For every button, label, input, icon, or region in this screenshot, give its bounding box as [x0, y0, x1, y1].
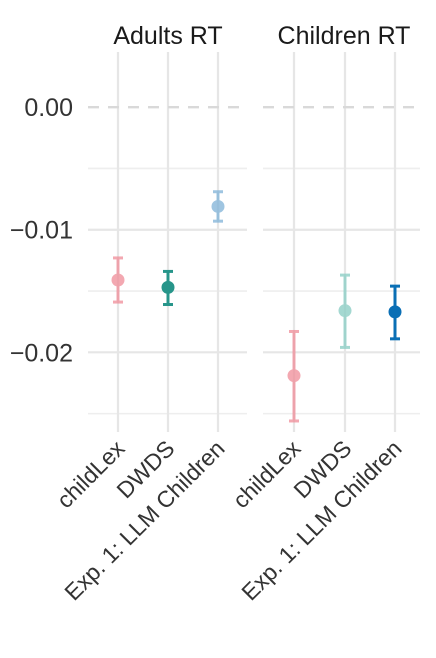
point-estimate [388, 305, 402, 319]
point-estimate [211, 199, 225, 213]
facet-title: Adults RT [113, 22, 222, 50]
data-marks [111, 190, 402, 423]
errorbar-point-adults-rt-exp-1-llm-children [211, 190, 225, 223]
errorbar-point-children-rt-dwds [338, 273, 352, 349]
facet-title: Children RT [278, 22, 411, 50]
errorbar-point-children-rt-childlex [287, 329, 301, 423]
point-estimate [161, 280, 175, 294]
errorbar-point-adults-rt-childlex [111, 256, 125, 304]
x-tick-label: childLex [227, 435, 305, 513]
y-tick-label: 0.00 [24, 94, 73, 122]
y-tick-label: −0.02 [10, 339, 73, 367]
point-estimate [338, 304, 352, 318]
x-tick-label: childLex [51, 435, 129, 513]
y-tick-label: −0.01 [10, 217, 73, 245]
errorbar-point-adults-rt-dwds [161, 269, 175, 307]
errorbar-point-children-rt-exp-1-llm-children [388, 284, 402, 341]
point-estimate [287, 369, 301, 383]
point-estimate [111, 273, 125, 287]
gridlines [88, 52, 420, 432]
